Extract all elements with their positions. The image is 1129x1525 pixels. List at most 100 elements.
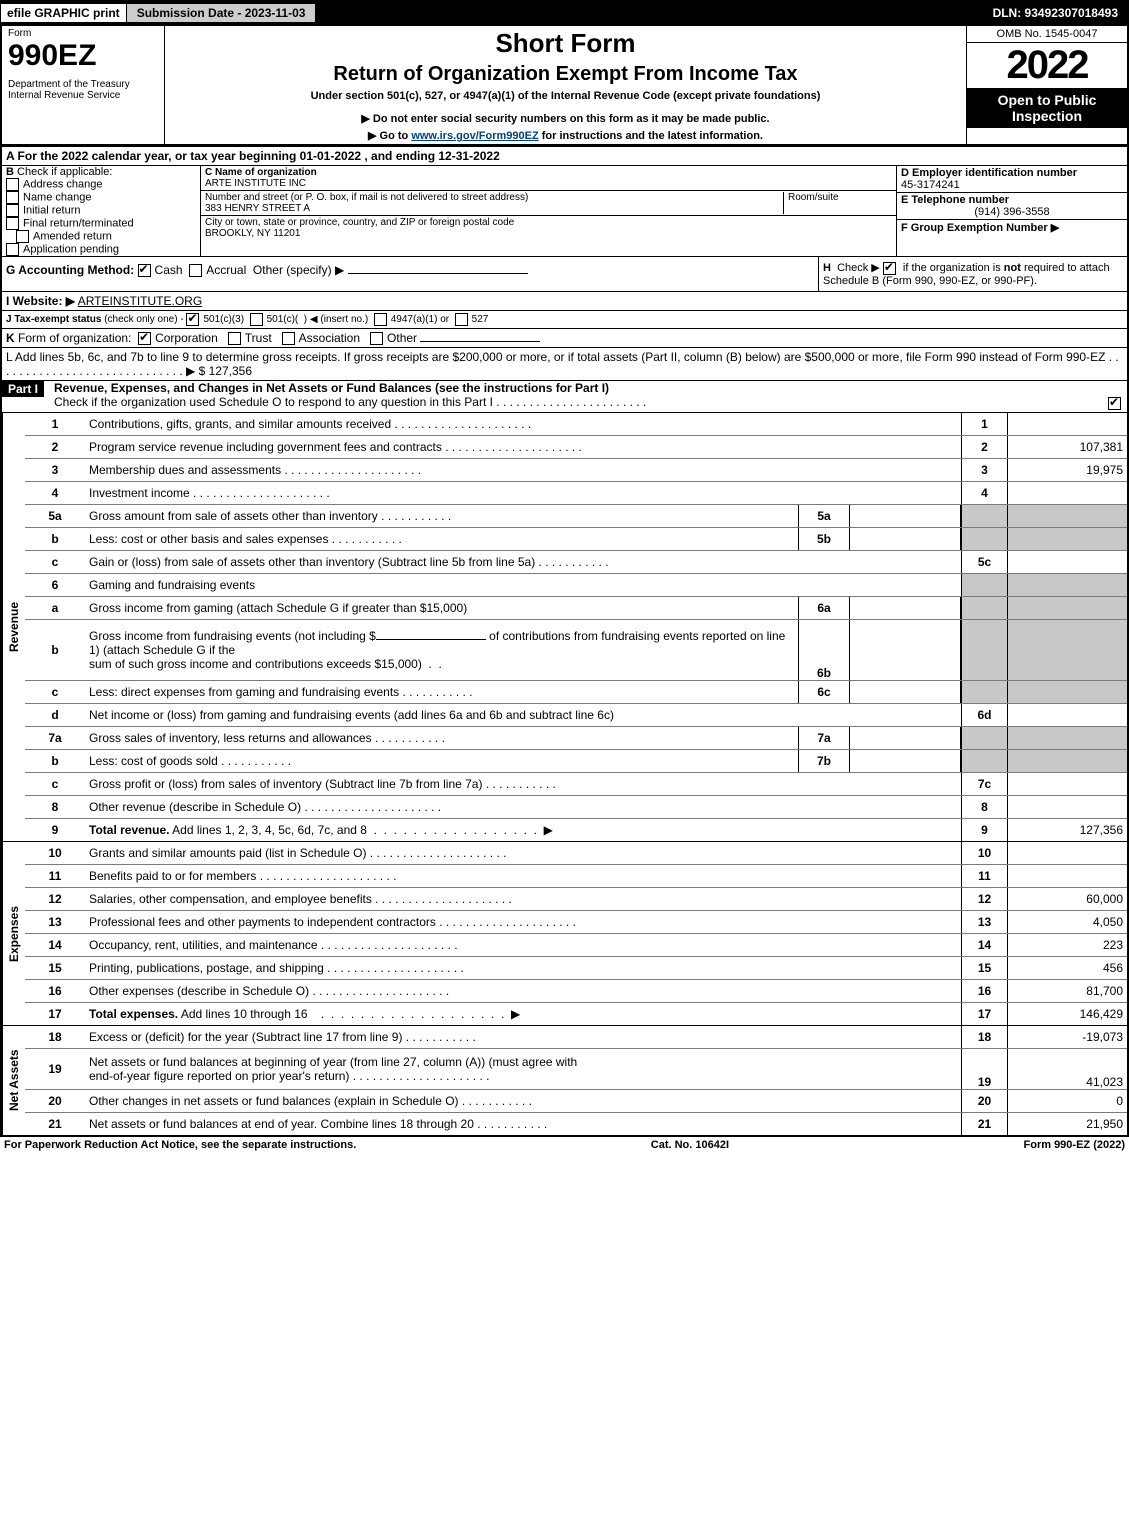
line-5a: 5aGross amount from sale of assets other…: [25, 505, 1127, 528]
part-1-bar: Part I: [2, 381, 44, 397]
dln: DLN: 93492307018493: [983, 4, 1128, 22]
line-16: 16Other expenses (describe in Schedule O…: [25, 980, 1127, 1003]
part-1-check-text: Check if the organization used Schedule …: [54, 395, 1102, 412]
line-9: 9Total revenue. Add lines 1, 2, 3, 4, 5c…: [25, 819, 1127, 841]
footer-cat: Cat. No. 10642I: [651, 1139, 729, 1151]
line-6: 6Gaming and fundraising events: [25, 574, 1127, 597]
accrual-check[interactable]: [189, 264, 202, 277]
line-18: 18Excess or (deficit) for the year (Subt…: [25, 1026, 1127, 1049]
tel-value: (914) 396-3558: [901, 206, 1123, 218]
line-7b: bLess: cost of goods sold7b: [25, 750, 1127, 773]
app-pending-check[interactable]: [6, 243, 19, 256]
room-label: Room/suite: [788, 192, 888, 203]
website-link[interactable]: ARTEINSTITUTE.ORG: [78, 294, 202, 308]
line-6d: dNet income or (loss) from gaming and fu…: [25, 704, 1127, 727]
k-trust[interactable]: [228, 332, 241, 345]
form-number: 990EZ: [8, 39, 158, 73]
j-4947[interactable]: [374, 313, 387, 326]
line-21: 21Net assets or fund balances at end of …: [25, 1113, 1127, 1135]
main-title: Return of Organization Exempt From Incom…: [171, 63, 960, 86]
top-bar: efile GRAPHIC print Submission Date - 20…: [0, 0, 1129, 26]
form-word: Form: [8, 28, 158, 39]
j-527[interactable]: [455, 313, 468, 326]
line-11: 11Benefits paid to or for members11: [25, 865, 1127, 888]
ein-value: 45-3174241: [901, 179, 1123, 191]
c-name-label: C Name of organization: [205, 167, 892, 178]
line-a: A For the 2022 calendar year, or tax yea…: [2, 147, 1127, 166]
g-label: G Accounting Method:: [6, 263, 134, 277]
initial-return-label: Initial return: [23, 204, 80, 216]
irs-link[interactable]: www.irs.gov/Form990EZ: [411, 130, 538, 142]
other-method-input[interactable]: [348, 273, 528, 274]
tel-label: E Telephone number: [901, 194, 1123, 206]
line-l: L Add lines 5b, 6c, and 7b to line 9 to …: [2, 348, 1127, 381]
j-501c[interactable]: [250, 313, 263, 326]
addr-change-check[interactable]: [6, 178, 19, 191]
line-10: 10Grants and similar amounts paid (list …: [25, 842, 1127, 865]
line-12: 12Salaries, other compensation, and empl…: [25, 888, 1127, 911]
k-assoc[interactable]: [282, 332, 295, 345]
dept-treasury: Department of the Treasury: [8, 79, 158, 90]
short-form-title: Short Form: [171, 28, 960, 59]
org-address: 383 HENRY STREET A: [205, 203, 783, 214]
line-5b: bLess: cost or other basis and sales exp…: [25, 528, 1127, 551]
6b-amount-input[interactable]: [376, 639, 486, 640]
j-501c3[interactable]: [186, 313, 199, 326]
c-city-label: City or town, state or province, country…: [205, 217, 514, 228]
cash-check[interactable]: [138, 264, 151, 277]
efile-print[interactable]: efile GRAPHIC print: [1, 4, 127, 22]
name-change-check[interactable]: [6, 191, 19, 204]
final-return-check[interactable]: [6, 217, 19, 230]
under-section: Under section 501(c), 527, or 4947(a)(1)…: [171, 90, 960, 102]
b-label: B: [6, 166, 14, 178]
line-14: 14Occupancy, rent, utilities, and mainte…: [25, 934, 1127, 957]
line-13: 13Professional fees and other payments t…: [25, 911, 1127, 934]
c-addr-label: Number and street (or P. O. box, if mail…: [205, 192, 783, 203]
name-change-label: Name change: [23, 191, 92, 203]
page-footer: For Paperwork Reduction Act Notice, see …: [0, 1137, 1129, 1153]
ein-label: D Employer identification number: [901, 167, 1123, 179]
line-15: 15Printing, publications, postage, and s…: [25, 957, 1127, 980]
omb-number: OMB No. 1545-0047: [967, 26, 1127, 43]
h-check[interactable]: [883, 262, 896, 275]
accrual-label: Accrual: [206, 263, 246, 277]
irs-label: Internal Revenue Service: [8, 90, 158, 101]
line-7c: cGross profit or (loss) from sales of in…: [25, 773, 1127, 796]
instruction-2: ▶ Go to www.irs.gov/Form990EZ for instru…: [171, 129, 960, 142]
k-corp[interactable]: [138, 332, 151, 345]
group-exemption-label: F Group Exemption Number ▶: [901, 221, 1123, 234]
line-j: J Tax-exempt status (check only one) - 5…: [2, 311, 1127, 329]
cash-label: Cash: [155, 263, 183, 277]
footer-right: Form 990-EZ (2022): [1024, 1139, 1126, 1151]
amended-return-check[interactable]: [16, 230, 29, 243]
line-19: 19Net assets or fund balances at beginni…: [25, 1049, 1127, 1090]
line-7a: 7aGross sales of inventory, less returns…: [25, 727, 1127, 750]
final-return-label: Final return/terminated: [23, 217, 134, 229]
line-20: 20Other changes in net assets or fund ba…: [25, 1090, 1127, 1113]
part-1-check[interactable]: [1108, 397, 1121, 410]
addr-change-label: Address change: [23, 178, 103, 190]
form-header: Form 990EZ Department of the Treasury In…: [2, 26, 1127, 147]
line-h: H Check ▶ if the organization is not req…: [818, 257, 1127, 291]
instruction-1: ▶ Do not enter social security numbers o…: [171, 112, 960, 125]
line-3: 3Membership dues and assessments319,975: [25, 459, 1127, 482]
line-4: 4Investment income4: [25, 482, 1127, 505]
initial-return-check[interactable]: [6, 204, 19, 217]
b-heading: Check if applicable:: [17, 166, 112, 178]
line-1: 1Contributions, gifts, grants, and simil…: [25, 413, 1127, 436]
line-5c: cGain or (loss) from sale of assets othe…: [25, 551, 1127, 574]
app-pending-label: Application pending: [23, 243, 119, 255]
public-inspection: Open to Public Inspection: [967, 88, 1127, 128]
other-method-label: Other (specify) ▶: [253, 263, 344, 277]
line-17: 17Total expenses. Add lines 10 through 1…: [25, 1003, 1127, 1025]
line-8: 8Other revenue (describe in Schedule O)8: [25, 796, 1127, 819]
line-6b: b Gross income from fundraising events (…: [25, 620, 1127, 681]
net-assets-tab: Net Assets: [2, 1026, 25, 1135]
line-2: 2Program service revenue including gover…: [25, 436, 1127, 459]
website-label: I Website: ▶: [6, 294, 75, 308]
gross-receipts: 127,356: [205, 364, 252, 378]
revenue-tab: Revenue: [2, 413, 25, 841]
k-other[interactable]: [370, 332, 383, 345]
expenses-tab: Expenses: [2, 842, 25, 1025]
line-6c: cLess: direct expenses from gaming and f…: [25, 681, 1127, 704]
